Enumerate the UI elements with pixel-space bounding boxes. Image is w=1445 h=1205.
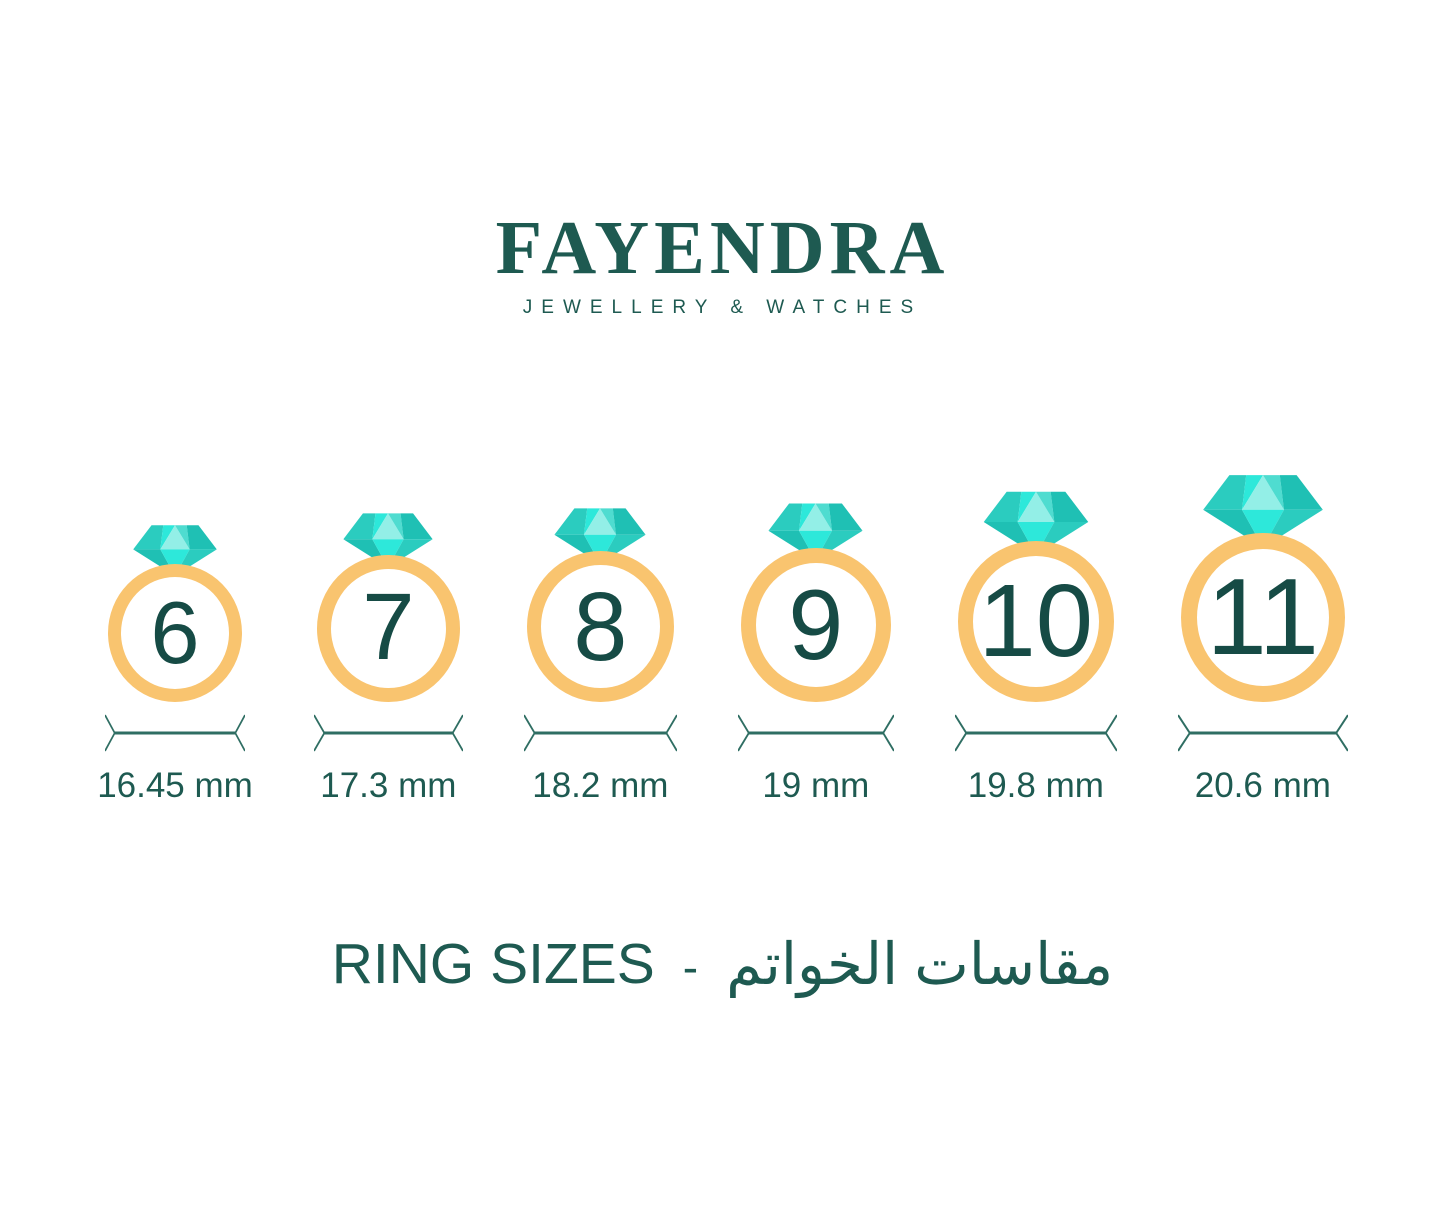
ring-band: 9 [740, 547, 891, 702]
ring-band: 8 [526, 550, 674, 702]
brand-name: FAYENDRA [495, 206, 950, 290]
chart-title: RING SIZES - مقاسات الخواتم [0, 930, 1445, 1000]
ring-size-item: 11 20.6 mm [1178, 472, 1348, 806]
diameter-label: 17.3 mm [320, 766, 457, 805]
diameter-arrow-icon [1178, 712, 1348, 754]
diameter-label: 19 mm [762, 766, 870, 805]
brand-logo: FAYENDRA JEWELLERY & WATCHES [0, 210, 1445, 317]
diameter-label: 16.45 mm [97, 766, 253, 805]
chart-title-ar: مقاسات الخواتم [726, 932, 1114, 997]
diameter-arrow-icon [955, 712, 1117, 754]
ring-size-number: 10 [978, 563, 1094, 679]
ring-size-item: 8 18.2 mm [524, 506, 677, 806]
ring-band: 11 [1180, 533, 1345, 702]
ring-size-number: 8 [573, 571, 628, 681]
diameter-arrow-icon [314, 712, 463, 754]
ring-size-item: 9 19 mm [738, 501, 894, 806]
ring-size-number: 9 [788, 569, 844, 681]
chart-title-separator: - [682, 940, 699, 993]
ring-size-number: 11 [1206, 556, 1319, 678]
diameter-label: 19.8 mm [967, 766, 1104, 805]
ring-size-item: 6 16.45 mm [97, 523, 253, 806]
ring-band: 6 [108, 563, 242, 702]
ring-size-item: 7 17.3 mm [314, 511, 463, 806]
ring-band: 10 [957, 541, 1114, 702]
diameter-arrow-icon [105, 712, 245, 754]
diameter-label: 20.6 mm [1194, 766, 1331, 805]
ring-size-number: 6 [150, 582, 200, 682]
ring-size-chart: 6 16.45 mm 7 17.3 mm 8 18.2 mm 9 [97, 0, 1445, 806]
ring-band: 7 [316, 554, 460, 702]
brand-tagline: JEWELLERY & WATCHES [522, 297, 923, 318]
diameter-arrow-icon [738, 712, 894, 754]
diameter-arrow-icon [524, 712, 677, 754]
ring-size-number: 7 [362, 575, 415, 681]
diameter-label: 18.2 mm [532, 766, 669, 805]
ring-size-item: 10 19.8 mm [955, 489, 1117, 806]
chart-title-en: RING SIZES [331, 932, 655, 997]
